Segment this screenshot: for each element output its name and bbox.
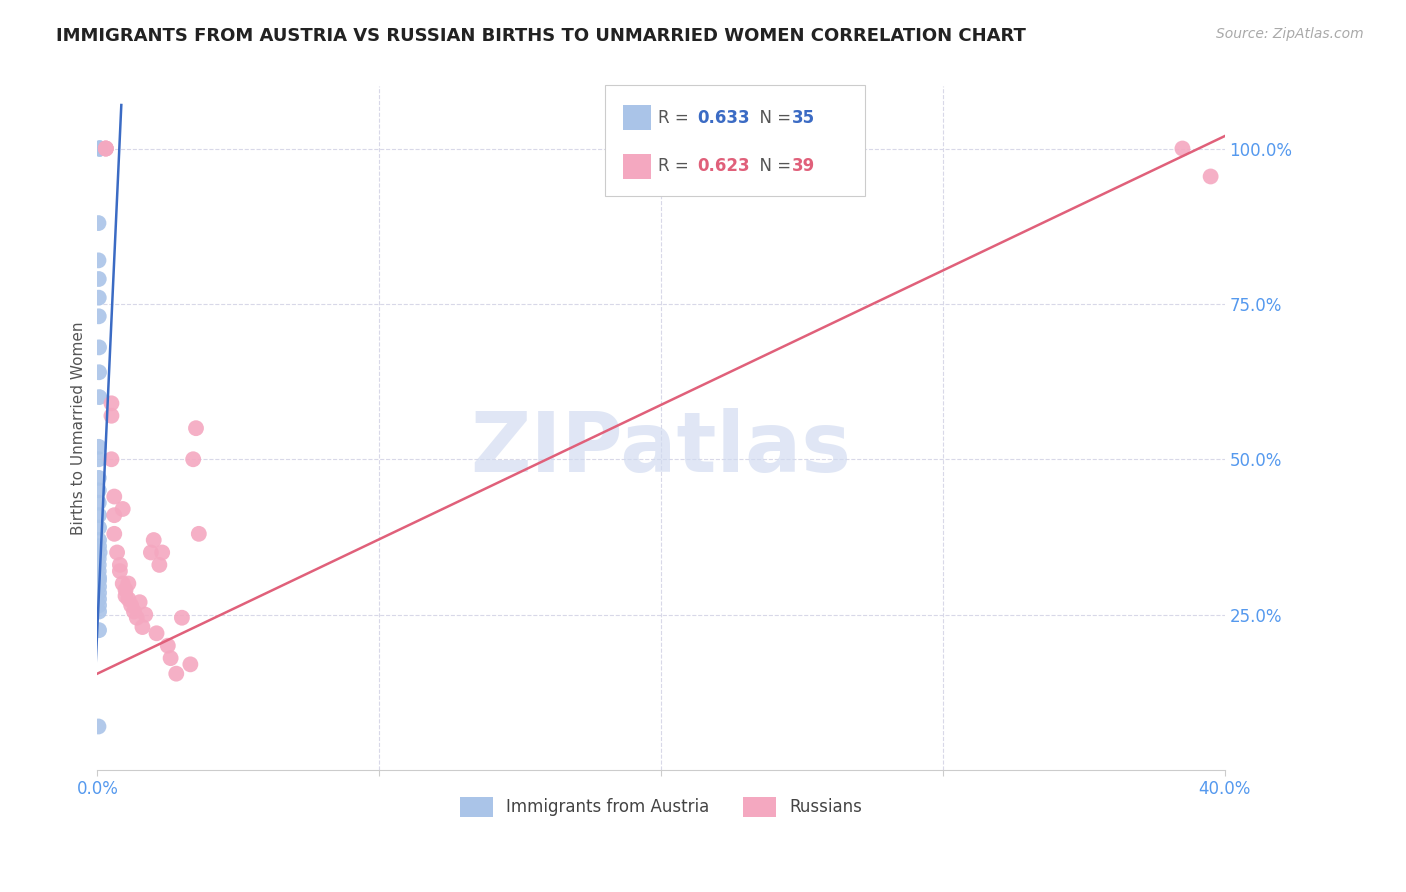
Point [94, 141, 117, 155]
Point [87, 310, 110, 324]
Point [165, 666, 187, 681]
Point [145, 626, 167, 640]
Point [87, 719, 110, 733]
Text: 0.633: 0.633 [697, 109, 749, 127]
Point [89, 141, 111, 155]
Point [1171, 141, 1194, 155]
Text: N =: N = [749, 109, 797, 127]
Point [87, 533, 110, 547]
Point [89, 390, 111, 404]
Point [170, 611, 193, 625]
Point [87, 496, 110, 510]
Point [87, 291, 110, 305]
Point [103, 490, 125, 504]
Point [181, 452, 204, 467]
Point [87, 483, 110, 498]
Point [103, 508, 125, 523]
Point [100, 409, 122, 423]
Point [148, 558, 170, 572]
Point [87, 253, 110, 268]
Point [156, 639, 179, 653]
Point [117, 576, 139, 591]
Point [114, 589, 136, 603]
Point [139, 545, 162, 559]
Point [128, 595, 150, 609]
Point [114, 582, 136, 597]
Point [87, 564, 110, 578]
Point [1199, 169, 1222, 184]
Point [87, 574, 110, 588]
Point [87, 365, 110, 379]
Point [108, 558, 131, 572]
Point [94, 141, 117, 155]
Point [100, 396, 122, 410]
Y-axis label: Births to Unmarried Women: Births to Unmarried Women [72, 321, 86, 535]
Point [117, 592, 139, 607]
Text: 39: 39 [792, 157, 815, 175]
Point [87, 520, 110, 534]
Text: R =: R = [658, 157, 695, 175]
Point [87, 508, 110, 523]
Point [89, 141, 111, 155]
Legend: Immigrants from Austria, Russians: Immigrants from Austria, Russians [453, 790, 869, 823]
Point [134, 607, 156, 622]
Point [131, 620, 153, 634]
Point [94, 141, 117, 155]
Point [122, 605, 145, 619]
Point [87, 440, 110, 454]
Point [87, 558, 110, 572]
Point [87, 623, 110, 637]
Point [89, 141, 111, 155]
Text: Source: ZipAtlas.com: Source: ZipAtlas.com [1216, 27, 1364, 41]
Point [87, 586, 110, 600]
Text: 35: 35 [792, 109, 814, 127]
Point [87, 605, 110, 619]
Point [111, 576, 134, 591]
Point [142, 533, 165, 547]
Point [87, 452, 110, 467]
Point [89, 545, 111, 559]
Point [111, 502, 134, 516]
Point [87, 551, 110, 566]
Point [187, 526, 209, 541]
Point [100, 452, 122, 467]
Point [89, 141, 111, 155]
Point [87, 580, 110, 594]
Point [87, 340, 110, 354]
Text: R =: R = [658, 109, 695, 127]
Point [150, 545, 173, 559]
Text: IMMIGRANTS FROM AUSTRIA VS RUSSIAN BIRTHS TO UNMARRIED WOMEN CORRELATION CHART: IMMIGRANTS FROM AUSTRIA VS RUSSIAN BIRTH… [56, 27, 1026, 45]
Point [87, 592, 110, 607]
Point [87, 570, 110, 584]
Point [125, 611, 148, 625]
Point [159, 651, 181, 665]
Point [184, 421, 207, 435]
Point [87, 599, 110, 613]
Point [87, 471, 110, 485]
Point [87, 539, 110, 553]
Point [105, 545, 128, 559]
Point [87, 141, 110, 155]
Point [87, 216, 110, 230]
Text: 0.623: 0.623 [697, 157, 749, 175]
Point [108, 564, 131, 578]
Point [120, 599, 142, 613]
Point [179, 657, 201, 672]
Point [103, 526, 125, 541]
Text: ZIPatlas: ZIPatlas [471, 409, 852, 489]
Text: N =: N = [749, 157, 797, 175]
Point [87, 272, 110, 286]
